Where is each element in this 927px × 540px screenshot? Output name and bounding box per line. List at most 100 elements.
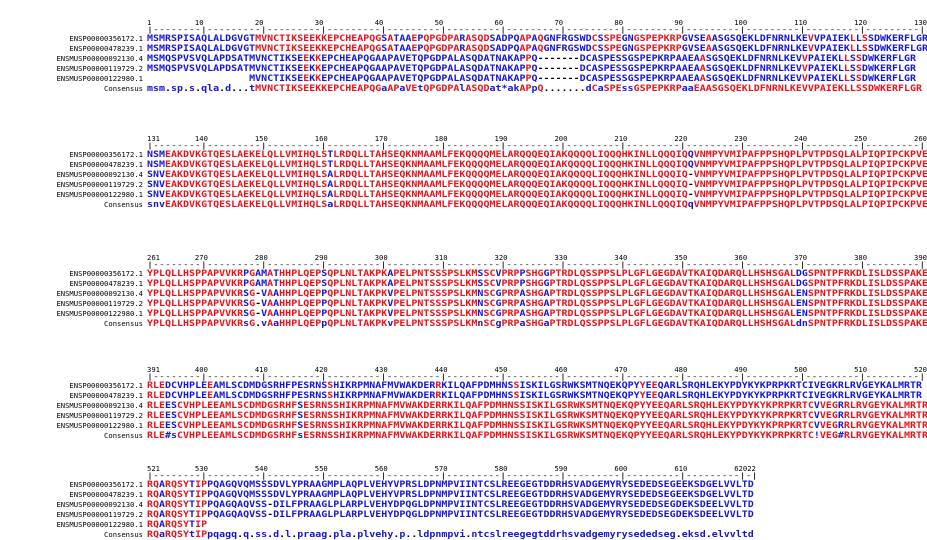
ruler-tick-label: 560 bbox=[374, 464, 388, 473]
consensus-row: Consensus snvEAKDVKGTQESLAEKELQLLVMIHQLSa… bbox=[0, 200, 927, 210]
position-ruler: 521 530 540 550 560 570 580 590 600 610 62022 bbox=[0, 464, 927, 474]
ruler-tick-label: 240 bbox=[794, 134, 808, 143]
sequence-row: ENSMUSP00000122980.1 MVNCTIKSEEKKEPCHEAP… bbox=[0, 74, 927, 84]
ruler-tick-label: 210 bbox=[614, 134, 628, 143]
consensus-row: Consensus RLE#sCVHPLEEAMLSCDMDGSRHFsESRNS… bbox=[0, 431, 927, 441]
sequence-name: ENSMUSP00000119729.2 bbox=[56, 64, 143, 73]
sequence-row: ENSP00000356172.1 YPLQLLHSPPAPVVKRPGAMATH… bbox=[0, 269, 927, 279]
ruler-tick-label: 280 bbox=[254, 253, 268, 262]
position-ruler: 391 400 410 420 430 440 450 460 470 480 490 500 510 5… bbox=[0, 365, 927, 375]
sequence-name: ENSMUSP00000122980.1 bbox=[56, 309, 143, 318]
ruler-tick-label: 391 bbox=[147, 365, 160, 374]
sequence-residues: YPLQLLHSPPAPVVKRSG-VAAHHPLQEPPQPLNLTAKPK… bbox=[147, 289, 927, 299]
sequence-row: ENSP00000478239.1 RQARQSYTIPPQAGQVQMSSSDV… bbox=[0, 490, 927, 500]
ruler-tick-label: 200 bbox=[554, 134, 568, 143]
ruler-tick-label: 160 bbox=[314, 134, 328, 143]
ruler-tick-label: 400 bbox=[194, 365, 208, 374]
sequence-residues: NSMEAKDVKGTQESLAEKELQLLVMIHQLSTLRDQLLTAH… bbox=[147, 160, 927, 170]
ruler-tick-label: 460 bbox=[554, 365, 568, 374]
sequence-name: ENSMUSP00000092130.4 bbox=[56, 289, 143, 298]
consensus-label: Consensus bbox=[104, 319, 143, 328]
ruler-tick-label: 170 bbox=[374, 134, 388, 143]
ruler-tick-label: 370 bbox=[794, 253, 808, 262]
sequence-residues: MSMQSPVSVQLAPDSATMVNCTIKSEEKKEPCHEAPQGAA… bbox=[147, 54, 917, 64]
ruler-tick-label: 260 bbox=[914, 134, 927, 143]
sequence-name: ENSMUSP00000122980.1 bbox=[56, 421, 143, 430]
position-ruler: 1 10 20 30 40 50 60 70 80 90 100 110 120 130 bbox=[0, 18, 927, 28]
ruler-tick-label: 530 bbox=[194, 464, 208, 473]
ruler-tick-label: 430 bbox=[374, 365, 388, 374]
sequence-row: ENSMUSP00000092130.4 SNVEAKDVKGTQESLAEKEL… bbox=[0, 170, 927, 180]
sequence-residues: RLEESCVHPLEEAMLSCDMDGSRHFSESRNSSHIKRPMNA… bbox=[147, 411, 927, 421]
ruler-tick-label: 131 bbox=[147, 134, 160, 143]
sequence-name: ENSP00000356172.1 bbox=[69, 480, 143, 489]
consensus-row: Consensus msm.sp.s.qla.d...tMVNCTIKSEEKKE… bbox=[0, 84, 927, 94]
sequence-row: ENSMUSP00000119729.2 YPLQLLHSPPAPVVKRSG-V… bbox=[0, 299, 927, 309]
alignment-view: 1 10 20 30 40 50 60 70 80 90 100 110 120 130 |--------… bbox=[0, 18, 927, 540]
sequence-row: ENSMUSP00000122980.1 RLEESCVHPLEEAMLSCDMD… bbox=[0, 421, 927, 431]
sequence-name: ENSMUSP00000092130.4 bbox=[56, 500, 143, 509]
sequence-residues: NSMEAKDVKGTQESLAEKELQLLVMIHQLSTLRDQLLTAH… bbox=[147, 150, 927, 160]
sequence-residues: RLEESCVHPLEEAMLSCDMDGSRHFSESRNSSHIKRPMNA… bbox=[147, 401, 927, 411]
ruler-tick-label: 1 bbox=[147, 18, 152, 27]
sequence-row: ENSP00000356172.1 RLEDCVHPLEEAMLSCDMDGSRH… bbox=[0, 381, 927, 391]
sequence-residues: MVNCTIKSEEKKEPCHEAPQGAAPAVETQPGDPALASQDA… bbox=[249, 74, 917, 84]
sequence-residues: RLEDCVHPLEEAMLSCDMDGSRHFPESRNSSHIKRPMNAF… bbox=[147, 391, 923, 401]
consensus-label: Consensus bbox=[104, 200, 143, 209]
sequence-residues: SNVEAKDVKGTQESLAEKELQLLVMIHQLSALRDQLLTAH… bbox=[147, 190, 927, 200]
ruler-tick-label: 480 bbox=[674, 365, 688, 374]
ruler-tick-label: 330 bbox=[554, 253, 568, 262]
ruler-tick-label: 62022 bbox=[734, 464, 756, 473]
sequence-residues: YPLQLLHSPPAPVVKRPGAMATHHPLQEPSQPLNLTAKPK… bbox=[147, 269, 927, 279]
ruler-tick-label: 70 bbox=[554, 18, 564, 27]
ruler-tick-label: 500 bbox=[794, 365, 808, 374]
sequence-row: ENSP00000478239.1 YPLQLLHSPPAPVVKRPGAMATH… bbox=[0, 279, 927, 289]
ruler-tick-label: 490 bbox=[734, 365, 748, 374]
sequence-name: ENSP00000478239.1 bbox=[69, 160, 143, 169]
sequence-row: ENSMUSP00000122980.1 RQARQSYTIP bbox=[0, 520, 927, 530]
sequence-residues: snvEAKDVKGTQESLAEKELQLLVMIHQLSaLRDQLLTAH… bbox=[147, 200, 927, 210]
sequence-name: ENSMUSP00000119729.2 bbox=[56, 510, 143, 519]
ruler-tick-label: 180 bbox=[434, 134, 448, 143]
sequence-name: ENSMUSP00000122980.1 bbox=[56, 520, 143, 529]
sequence-residues: YPLQLLHSPPAPVVKRsG.vAaHHPLQEPpQPLNLTAKPK… bbox=[147, 319, 927, 329]
ruler-tick-label: 80 bbox=[614, 18, 624, 27]
sequence-residues: RQARQSYTIPPQAGQVQMSSSDVLYPRAAGMPLAQPLVEH… bbox=[147, 480, 754, 490]
ruler-tick-label: 380 bbox=[854, 253, 868, 262]
sequence-row: ENSP00000478239.1 RLEDCVHPLEEAMLSCDMDGSRH… bbox=[0, 391, 927, 401]
sequence-name: ENSMUSP00000092130.4 bbox=[56, 54, 143, 63]
sequence-name: ENSMUSP00000122980.1 bbox=[56, 74, 143, 83]
ruler-tick-label: 450 bbox=[494, 365, 508, 374]
sequence-name: ENSMUSP00000119729.2 bbox=[56, 411, 143, 420]
ruler-tick-label: 510 bbox=[854, 365, 868, 374]
ruler-tick-label: 261 bbox=[147, 253, 160, 262]
ruler-tick-label: 220 bbox=[674, 134, 688, 143]
sequence-row: ENSMUSP00000092130.4 RQARQSYTIPPQAGQAQVSS… bbox=[0, 500, 927, 510]
ruler-tick-label: 140 bbox=[194, 134, 208, 143]
sequence-name: ENSP00000356172.1 bbox=[69, 381, 143, 390]
ruler-tick-label: 520 bbox=[914, 365, 927, 374]
sequence-name: ENSP00000356172.1 bbox=[69, 269, 143, 278]
ruler-tick-label: 230 bbox=[734, 134, 748, 143]
ruler-tick-label: 110 bbox=[794, 18, 808, 27]
sequence-residues: RLEDCVHPLEEAMLSCDMDGSRHFPESRNSSHIKRPMNAF… bbox=[147, 381, 923, 391]
ruler-tick-label: 590 bbox=[554, 464, 568, 473]
sequence-residues: RQARQSYTIPPQAGQVQMSSSDVLYPRAAGMPLAQPLVEH… bbox=[147, 490, 754, 500]
ruler-tick-label: 130 bbox=[914, 18, 927, 27]
sequence-row: ENSP00000356172.1 RQARQSYTIPPQAGQVQMSSSDV… bbox=[0, 480, 927, 490]
consensus-label: Consensus bbox=[104, 84, 143, 93]
sequence-name: ENSMUSP00000092130.4 bbox=[56, 401, 143, 410]
sequence-residues: MSMRSPISAQLALDGVGTMVNCTIKSEEKKEPCHEAPQGS… bbox=[147, 34, 927, 44]
sequence-row: ENSMUSP00000119729.2 MSMQSPVSVQLAPDSATMVN… bbox=[0, 64, 927, 74]
consensus-label: Consensus bbox=[104, 431, 143, 440]
sequence-residues: RQARQSYTIPPQAGQAQVSS-DILFPRAAGLPLARPLVEH… bbox=[147, 510, 754, 520]
sequence-row: ENSP00000478239.1 MSMRSPISAQLALDGVGTMVNCT… bbox=[0, 44, 927, 54]
ruler-tick-label: 350 bbox=[674, 253, 688, 262]
ruler-tick-label: 190 bbox=[494, 134, 508, 143]
ruler-tick-label: 120 bbox=[854, 18, 868, 27]
sequence-row: ENSMUSP00000119729.2 RQARQSYTIPPQAGQAQVSS… bbox=[0, 510, 927, 520]
ruler-tick-label: 390 bbox=[914, 253, 927, 262]
consensus-label: Consensus bbox=[104, 530, 143, 539]
sequence-name: ENSMUSP00000119729.2 bbox=[56, 299, 143, 308]
consensus-row: Consensus YPLQLLHSPPAPVVKRsG.vAaHHPLQEPpQ… bbox=[0, 319, 927, 329]
